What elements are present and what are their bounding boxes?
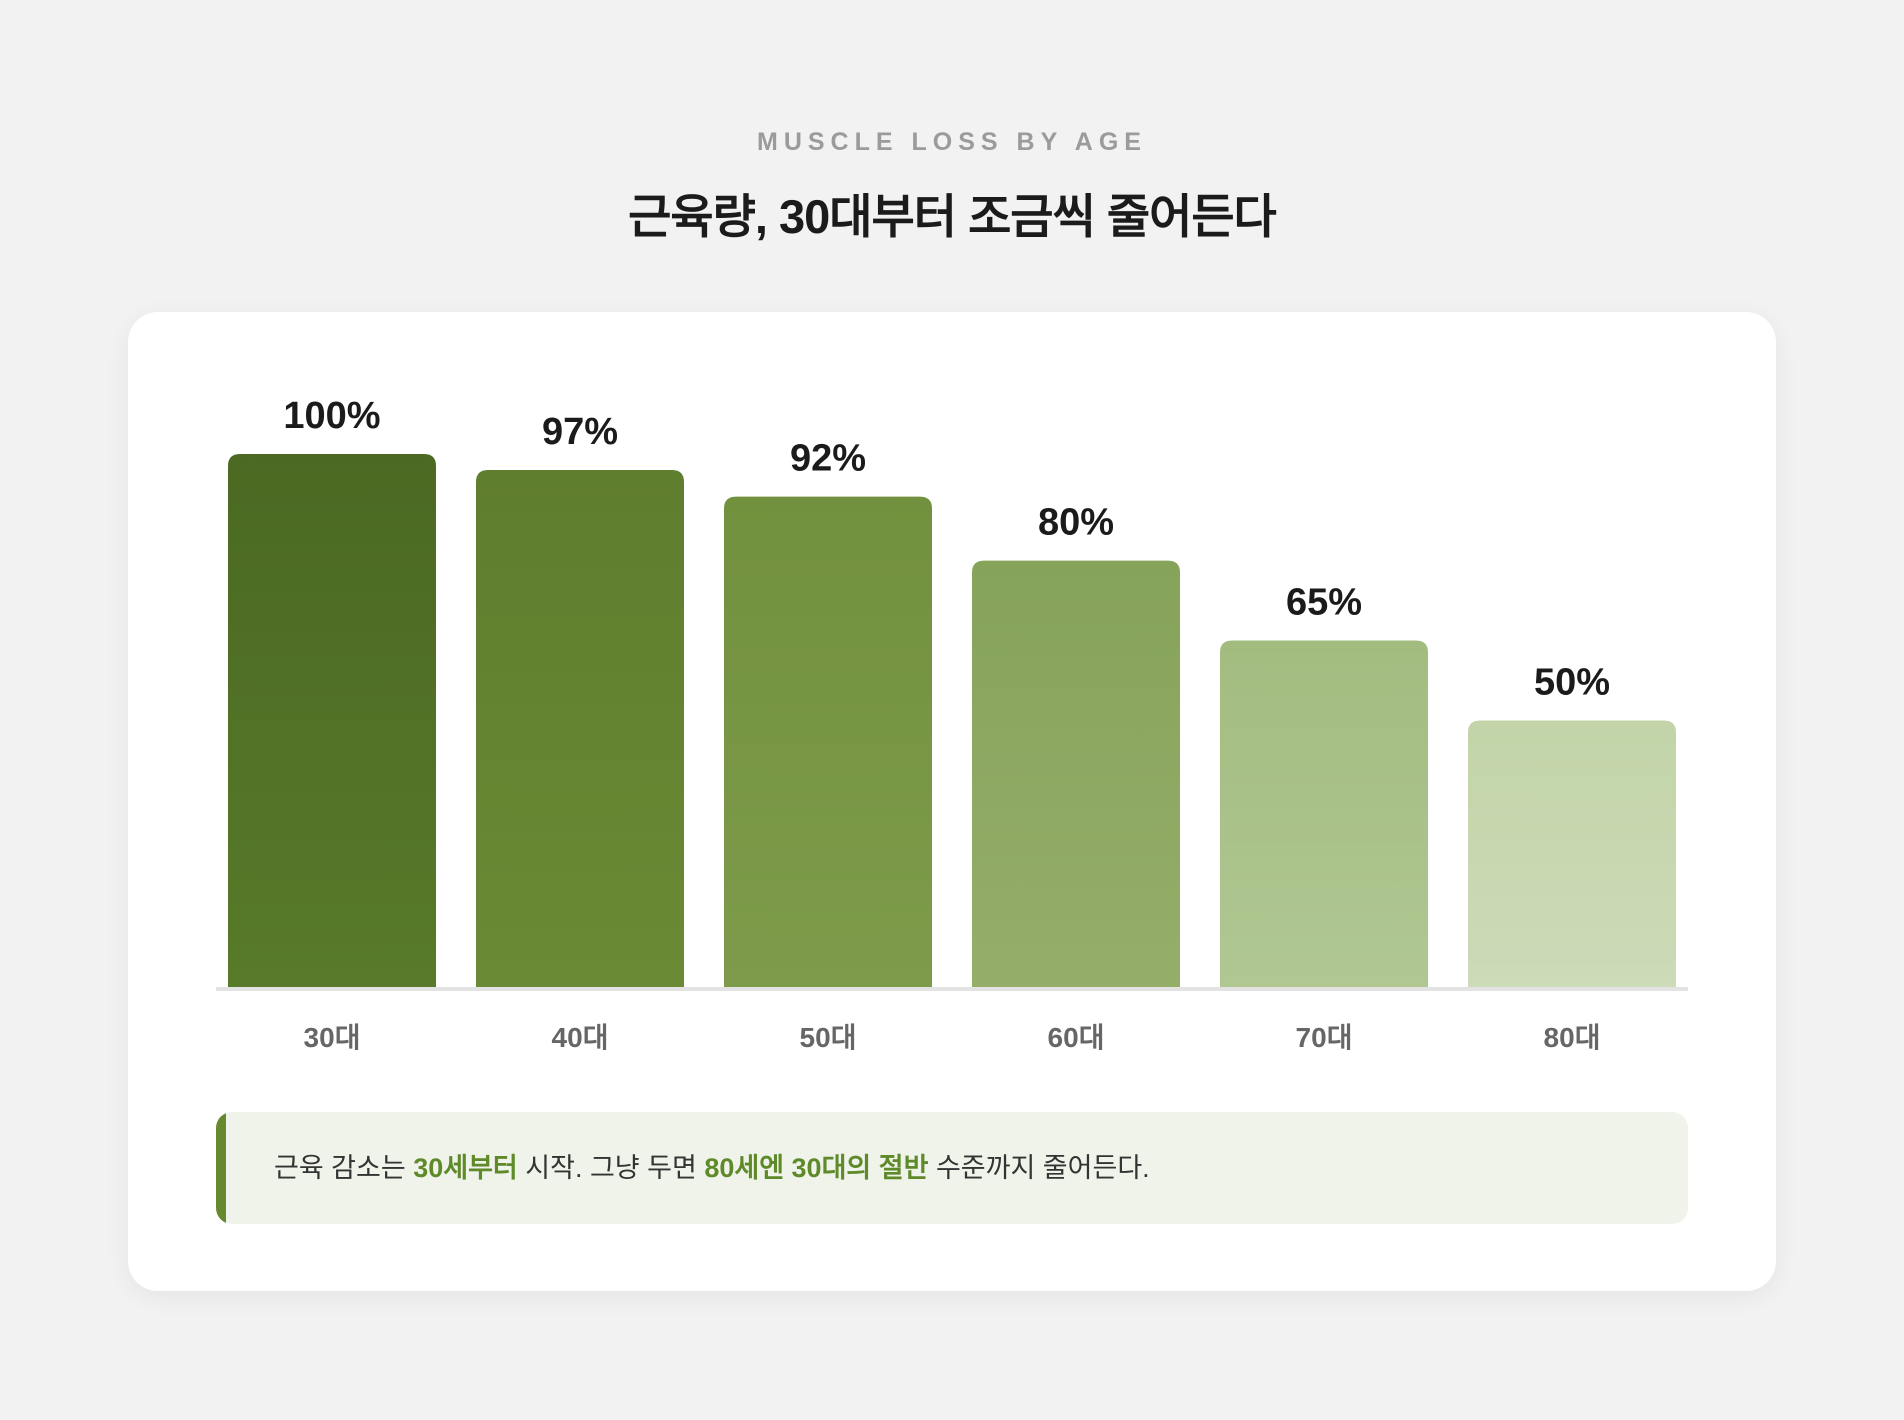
- x-tick-label: 50대: [800, 1022, 857, 1053]
- bar-value-label: 97%: [542, 411, 618, 453]
- bar-60대: [972, 560, 1180, 987]
- chart-card: 100% 30대 97% 40대 92% 50대 80% 60대 65% 70대 50% 80대 근육…: [128, 312, 1776, 1291]
- callout-segment: 시작. 그냥 두면: [517, 1153, 705, 1183]
- chart-eyebrow: MUSCLE LOSS BY AGE: [757, 128, 1147, 156]
- bar-chart: 100% 30대 97% 40대 92% 50대 80% 60대 65% 70대 50% 80대: [216, 395, 1688, 1053]
- bar-40대: [476, 469, 684, 987]
- bar-80대: [1468, 720, 1676, 987]
- x-tick-label: 30대: [304, 1022, 361, 1053]
- callout-segment: 근육 감소는: [274, 1153, 414, 1183]
- bar-value-label: 50%: [1534, 662, 1610, 704]
- bar-value-label: 100%: [283, 395, 380, 437]
- callout-highlight: 80세엔 30대의 절반: [704, 1153, 929, 1183]
- bar-value-label: 92%: [790, 438, 866, 480]
- bar-value-label: 65%: [1286, 582, 1362, 624]
- x-tick-label: 80대: [1544, 1022, 1601, 1053]
- x-tick-label: 40대: [552, 1022, 609, 1053]
- x-tick-label: 60대: [1048, 1022, 1105, 1053]
- insight-callout: 근육 감소는 30세부터 시작. 그냥 두면 80세엔 30대의 절반 수준까지…: [216, 1112, 1688, 1224]
- bar-30대: [228, 454, 436, 987]
- callout-highlight: 30세부터: [413, 1153, 518, 1183]
- bar-50대: [724, 496, 932, 987]
- callout-text: 근육 감소는 30세부터 시작. 그냥 두면 80세엔 30대의 절반 수준까지…: [274, 1112, 1150, 1224]
- bar-70대: [1220, 640, 1428, 987]
- x-tick-label: 70대: [1296, 1022, 1353, 1053]
- chart-title: 근육량, 30대부터 조금씩 줄어든다: [628, 190, 1277, 243]
- callout-segment: 수준까지 줄어든다.: [928, 1153, 1150, 1183]
- bar-value-label: 80%: [1038, 502, 1114, 544]
- callout-accent-bar: [216, 1112, 226, 1224]
